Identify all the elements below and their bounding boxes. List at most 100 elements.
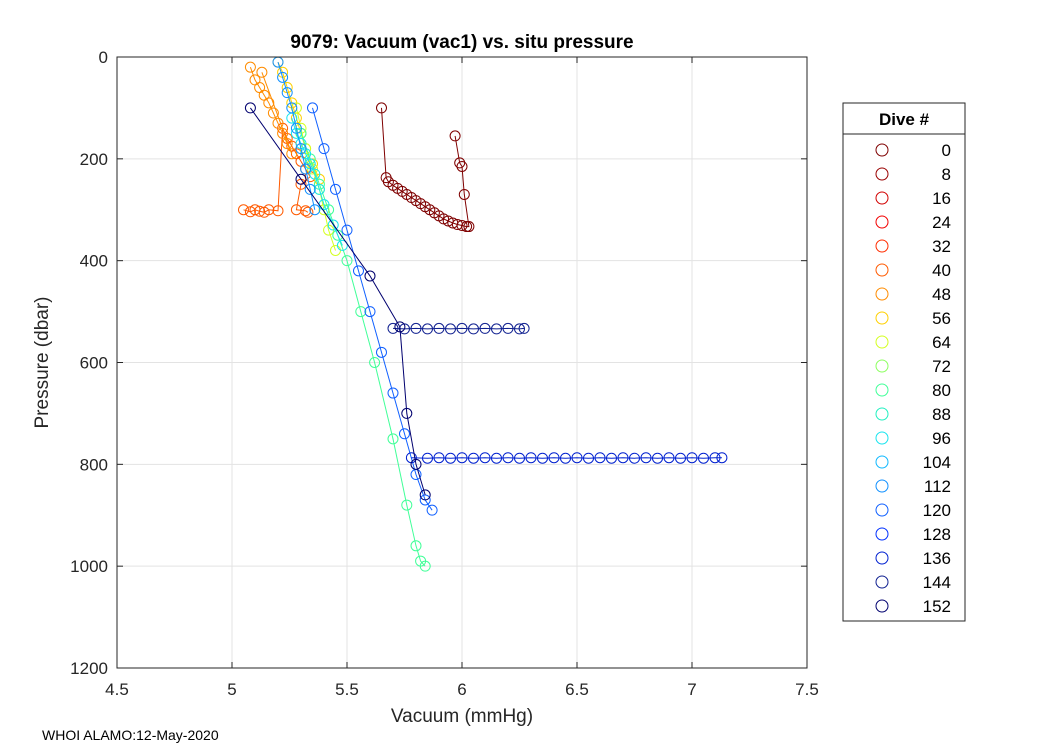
data-point (387, 322, 399, 334)
data-point (309, 168, 321, 180)
legend-label: 136 (923, 549, 951, 568)
x-tick-label: 7.5 (795, 680, 819, 699)
data-point (387, 433, 399, 445)
legend-marker (875, 143, 889, 157)
y-tick-label: 800 (80, 455, 108, 474)
x-tick-label: 4.5 (105, 680, 129, 699)
data-point (445, 452, 456, 464)
data-point (290, 122, 302, 134)
data-point (281, 138, 293, 150)
data-point (458, 188, 470, 200)
series-line (249, 67, 293, 154)
data-point (364, 306, 376, 318)
data-point (560, 452, 571, 464)
data-point (238, 204, 249, 216)
legend-marker (875, 431, 889, 445)
legend-item: 112 (875, 477, 951, 496)
data-point (309, 204, 321, 216)
data-point (652, 452, 663, 464)
data-point (254, 205, 266, 217)
legend-item: 8 (875, 165, 951, 184)
data-point (300, 205, 312, 217)
data-point (277, 71, 289, 83)
data-point (629, 452, 640, 464)
legend-item: 96 (875, 429, 951, 448)
legend-title: Dive # (879, 110, 930, 129)
data-point (286, 102, 298, 114)
data-point (336, 239, 348, 251)
data-point (518, 322, 530, 334)
data-point (304, 183, 316, 195)
series-144 (387, 322, 530, 335)
data-point (410, 540, 422, 552)
data-point (267, 107, 279, 119)
data-point (571, 452, 583, 464)
data-point (341, 224, 353, 236)
legend-item: 120 (875, 501, 951, 520)
series-line (243, 128, 311, 213)
legend-item: 152 (875, 597, 951, 616)
legend-label: 128 (923, 525, 951, 544)
data-point (256, 66, 268, 78)
legend-item: 104 (875, 453, 951, 472)
data-point (244, 61, 256, 73)
data-point (698, 452, 709, 464)
data-point (594, 452, 606, 464)
data-point (709, 452, 721, 464)
legend-marker (875, 359, 889, 373)
legend-label: 24 (932, 213, 951, 232)
legend-item: 144 (875, 573, 951, 592)
legend-label: 0 (942, 141, 951, 160)
data-point (456, 220, 468, 232)
data-point (461, 221, 473, 233)
legend-marker (875, 455, 889, 469)
data-point (454, 157, 466, 169)
legend-item: 56 (875, 309, 951, 328)
legend-item: 24 (875, 213, 951, 232)
data-point (355, 306, 367, 318)
data-point (419, 489, 431, 501)
legend-label: 104 (923, 453, 951, 472)
data-point (716, 452, 728, 464)
data-point (277, 127, 289, 139)
y-tick-label: 200 (80, 150, 108, 169)
series-line (381, 107, 470, 228)
data-point (426, 504, 438, 516)
data-point (387, 387, 399, 399)
data-point (502, 322, 514, 334)
data-point (295, 173, 307, 185)
legend-marker (875, 383, 889, 397)
legend-label: 88 (932, 405, 951, 424)
data-point (327, 219, 339, 231)
series-line (411, 457, 722, 459)
legend-item: 88 (875, 405, 951, 424)
y-tick-label: 1200 (70, 659, 108, 678)
data-point (330, 183, 341, 195)
data-point (376, 346, 387, 358)
data-point (422, 323, 433, 335)
legend-marker (875, 263, 889, 277)
series-line (392, 327, 525, 330)
x-tick-label: 5 (227, 680, 236, 699)
legend-marker (875, 215, 889, 229)
data-point (617, 452, 629, 464)
data-point (686, 452, 698, 464)
y-axis-label: Pressure (dbar) (32, 297, 53, 429)
legend-label: 64 (932, 333, 951, 352)
y-tick-label: 0 (99, 48, 108, 67)
data-point (263, 204, 275, 216)
legend-item: 64 (875, 333, 951, 352)
legend-label: 112 (924, 477, 951, 496)
data-point (433, 322, 445, 334)
data-point (419, 560, 431, 572)
series-line (249, 107, 426, 496)
data-point (394, 321, 406, 333)
series-48 (244, 61, 298, 160)
legend-label: 80 (932, 381, 951, 400)
series-120 (307, 102, 438, 516)
data-point (433, 452, 445, 464)
chart-title: 9079: Vacuum (vac1) vs. situ pressure (290, 32, 633, 53)
data-point (401, 499, 413, 511)
legend-marker (875, 599, 889, 613)
